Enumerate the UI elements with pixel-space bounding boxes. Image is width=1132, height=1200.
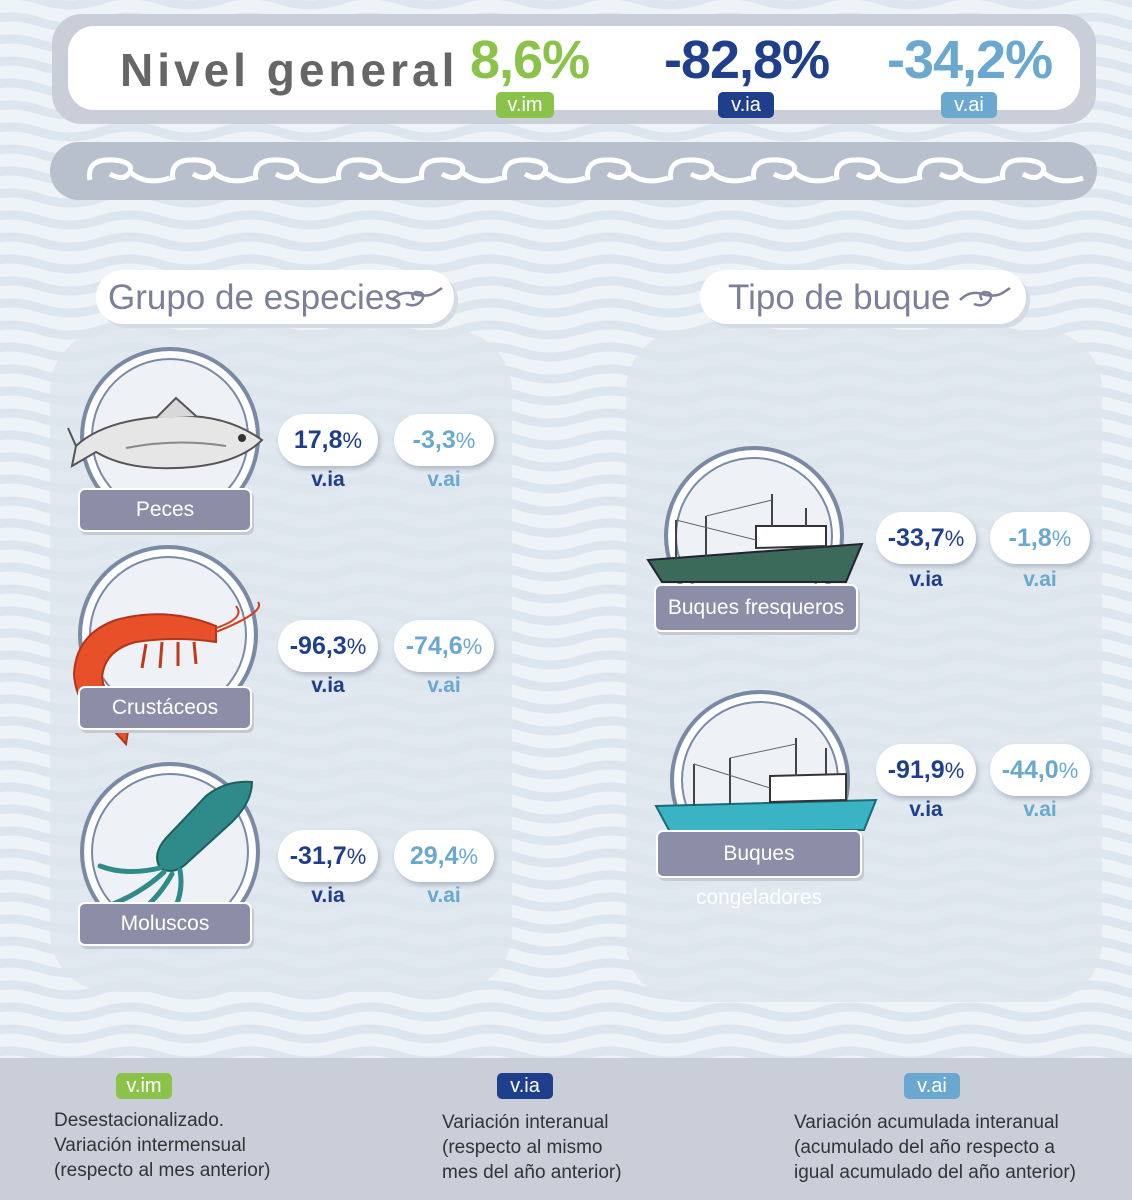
legend-vai-text: Variación acumulada interanual (acumulad… <box>794 1110 1076 1185</box>
chain-link-icon <box>585 157 669 184</box>
chain-link-icon <box>1000 157 1084 184</box>
page-title: Nivel general <box>120 44 459 96</box>
legend-via-line3: mes del año anterior) <box>442 1162 622 1183</box>
legend-vai-line1: Variación acumulada interanual <box>794 1112 1059 1133</box>
chain-pattern-icon <box>87 157 1084 184</box>
crustaceos-via-caption: v.ia <box>311 674 345 697</box>
chain-link-icon <box>502 157 586 184</box>
crustaceos-vai-pill: -74,6% <box>394 620 494 672</box>
chain-link-icon <box>253 157 337 184</box>
moluscos-vai-value: 29,4 <box>409 842 459 870</box>
moluscos-via-value: -31,7 <box>289 842 347 870</box>
general-vim-tag: v.im <box>496 92 554 118</box>
freezer-fishing-boat-icon <box>654 738 878 834</box>
legend-via-line1: Variación interanual <box>442 1112 609 1133</box>
chain-divider <box>50 142 1097 200</box>
chain-link-icon <box>834 157 918 184</box>
fishhook-icon <box>391 286 443 307</box>
congeladores-vai-caption: v.ai <box>1023 798 1057 821</box>
peces-vai-value: -3,3 <box>412 426 456 454</box>
percent-sign: % <box>455 428 476 453</box>
chain-link-icon <box>336 157 420 184</box>
chain-link-icon <box>170 157 254 184</box>
moluscos-vai-pill: 29,4% <box>394 830 494 882</box>
general-via-tag: v.ia <box>718 92 774 118</box>
general-vai-value: -34,2% <box>887 30 1053 90</box>
chain-link-icon <box>87 157 171 184</box>
species-label-peces: Peces <box>78 488 252 532</box>
species-section-title: Grupo de especies <box>96 270 454 324</box>
chain-link-icon <box>917 157 1001 184</box>
legend-via-tag: v.ia <box>497 1073 553 1099</box>
vessel-label-congeladores: Buques congeladores <box>656 830 862 909</box>
legend-via-text: Variación interanual (respecto al mismo … <box>442 1110 622 1185</box>
chain-link-icon <box>668 157 752 184</box>
percent-sign: % <box>346 844 367 869</box>
header-panel <box>68 26 1080 110</box>
percent-sign: % <box>458 844 479 869</box>
moluscos-via-caption: v.ia <box>311 884 345 907</box>
congeladores-vai-pill: -44,0% <box>990 744 1090 796</box>
species-label-moluscos: Moluscos <box>78 902 252 946</box>
squid-icon <box>93 780 254 935</box>
fishhook-icon <box>959 286 1011 307</box>
species-title-text: Grupo de especies <box>108 278 402 317</box>
percent-sign: % <box>944 758 965 783</box>
congeladores-via-pill: -91,9% <box>876 744 976 796</box>
vessel-title-text: Tipo de buque <box>728 278 951 317</box>
general-vim-value: 8,6% <box>470 30 590 90</box>
peces-vai-caption: v.ai <box>427 468 461 491</box>
fresh-fishing-boat-icon <box>646 494 864 583</box>
percent-sign: % <box>346 634 367 659</box>
vessel-section-title: Tipo de buque <box>700 270 1026 324</box>
legend-vai-tag: v.ai <box>904 1073 960 1099</box>
crustaceos-via-pill: -96,3% <box>278 620 378 672</box>
moluscos-via-pill: -31,7% <box>278 830 378 882</box>
fresqueros-via-pill: -33,7% <box>876 512 976 564</box>
fresqueros-via-caption: v.ia <box>909 568 943 591</box>
legend-vim-line3: (respecto al mes anterior) <box>54 1160 271 1181</box>
vessel-panel <box>626 330 1102 1002</box>
species-label-crustaceos: Crustáceos <box>78 686 252 730</box>
peces-via-pill: 17,8% <box>278 414 378 466</box>
crustaceos-via-value: -96,3 <box>289 632 347 660</box>
legend-vim-line2: Variación intermensual <box>54 1135 246 1156</box>
percent-sign: % <box>1058 758 1079 783</box>
fresqueros-via-value: -33,7 <box>887 524 945 552</box>
percent-sign: % <box>1051 526 1072 551</box>
percent-sign: % <box>342 428 363 453</box>
fresqueros-vai-pill: -1,8% <box>990 512 1090 564</box>
legend-vai-line2: (acumulado del año respecto a <box>794 1137 1055 1158</box>
vessel-label-fresqueros: Buques fresqueros <box>654 584 858 632</box>
fresqueros-vai-value: -1,8 <box>1008 524 1052 552</box>
peces-vai-pill: -3,3% <box>394 414 494 466</box>
legend-vim-line1: Desestacionalizado. <box>54 1110 225 1131</box>
congeladores-via-caption: v.ia <box>909 798 943 821</box>
legend-vim-text: Desestacionalizado. Variación intermensu… <box>54 1108 270 1183</box>
moluscos-vai-caption: v.ai <box>427 884 461 907</box>
congeladores-vai-value: -44,0 <box>1001 756 1059 784</box>
percent-sign: % <box>462 634 483 659</box>
legend-via-line2: (respecto al mismo <box>442 1137 603 1158</box>
general-vai-tag: v.ai <box>941 92 997 118</box>
peces-via-value: 17,8 <box>293 426 343 454</box>
peces-via-caption: v.ia <box>311 468 345 491</box>
chain-link-icon <box>419 157 503 184</box>
chain-link-icon <box>751 157 835 184</box>
crustaceos-vai-caption: v.ai <box>427 674 461 697</box>
legend-vim-tag: v.im <box>116 1073 172 1099</box>
crustaceos-vai-value: -74,6 <box>405 632 463 660</box>
fresqueros-vai-caption: v.ai <box>1023 568 1057 591</box>
fish-icon <box>67 396 264 470</box>
congeladores-via-value: -91,9 <box>887 756 945 784</box>
legend-vai-line3: igual acumulado del año anterior) <box>794 1162 1077 1183</box>
general-via-value: -82,8% <box>664 30 830 90</box>
percent-sign: % <box>944 526 965 551</box>
